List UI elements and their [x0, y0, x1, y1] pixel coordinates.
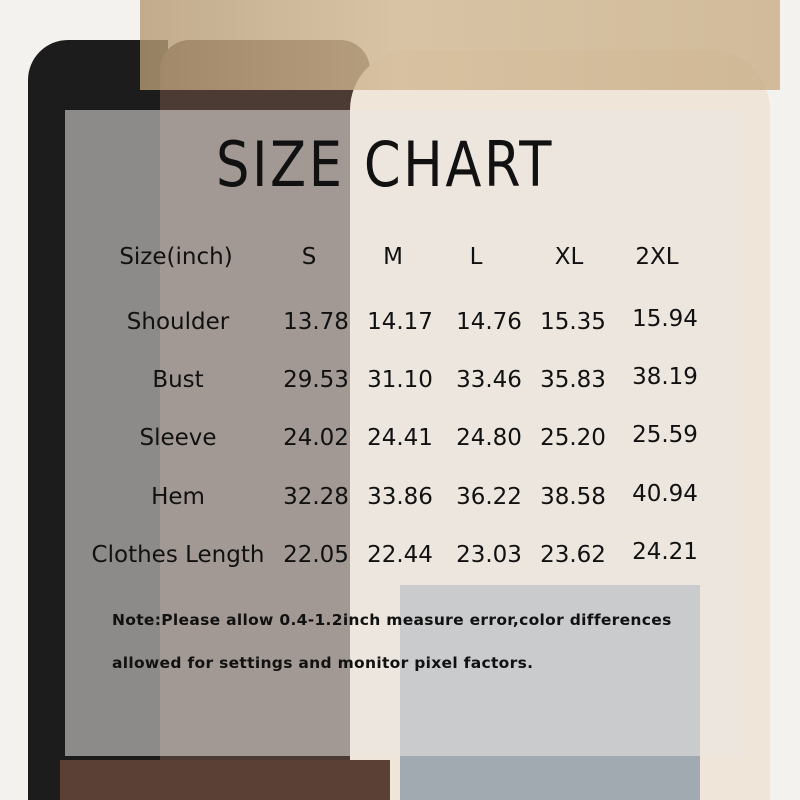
measurement-cell: 33.46 [456, 367, 522, 393]
measurement-cell: 38.58 [540, 484, 606, 510]
measurement-cell: 33.86 [367, 484, 433, 510]
note-line-1: Note:Please allow 0.4-1.2inch measure er… [112, 611, 672, 629]
measurement-cell: 14.17 [367, 309, 433, 335]
measurement-cell: 24.21 [632, 539, 698, 565]
measurement-cell: 25.59 [632, 422, 698, 448]
measurement-cell: 22.44 [367, 542, 433, 568]
row-label: Sleeve [139, 425, 217, 451]
measurement-cell: 31.10 [367, 367, 433, 393]
measurement-cell: 23.62 [540, 542, 606, 568]
row-label: Hem [151, 484, 205, 510]
table-header-s: S [301, 244, 317, 270]
measurement-cell: 13.78 [283, 309, 349, 335]
measurement-cell: 15.35 [540, 309, 606, 335]
measurement-cell: 35.83 [540, 367, 606, 393]
measurement-cell: 25.20 [540, 425, 606, 451]
page-title: SIZE CHART [215, 128, 555, 201]
measurement-cell: 15.94 [632, 306, 698, 332]
table-header-2xl: 2XL [635, 244, 679, 270]
measurement-cell: 24.80 [456, 425, 522, 451]
hair [140, 0, 780, 90]
table-header-l: L [469, 244, 483, 270]
table-header-label: Size(inch) [119, 244, 233, 270]
note-line-2: allowed for settings and monitor pixel f… [112, 654, 534, 672]
table-header-xl: XL [554, 244, 584, 270]
measurement-cell: 36.22 [456, 484, 522, 510]
brown-bottom [60, 760, 390, 800]
measurement-cell: 24.02 [283, 425, 349, 451]
size-chart-panel [65, 110, 741, 756]
measurement-cell: 29.53 [283, 367, 349, 393]
measurement-cell: 22.05 [283, 542, 349, 568]
measurement-cell: 23.03 [456, 542, 522, 568]
measurement-cell: 32.28 [283, 484, 349, 510]
measurement-cell: 40.94 [632, 481, 698, 507]
row-label: Bust [152, 367, 204, 393]
table-header-m: M [383, 244, 403, 270]
row-label: Clothes Length [91, 542, 265, 568]
measurement-cell: 14.76 [456, 309, 522, 335]
measurement-cell: 24.41 [367, 425, 433, 451]
row-label: Shoulder [126, 309, 230, 335]
measurement-cell: 38.19 [632, 364, 698, 390]
